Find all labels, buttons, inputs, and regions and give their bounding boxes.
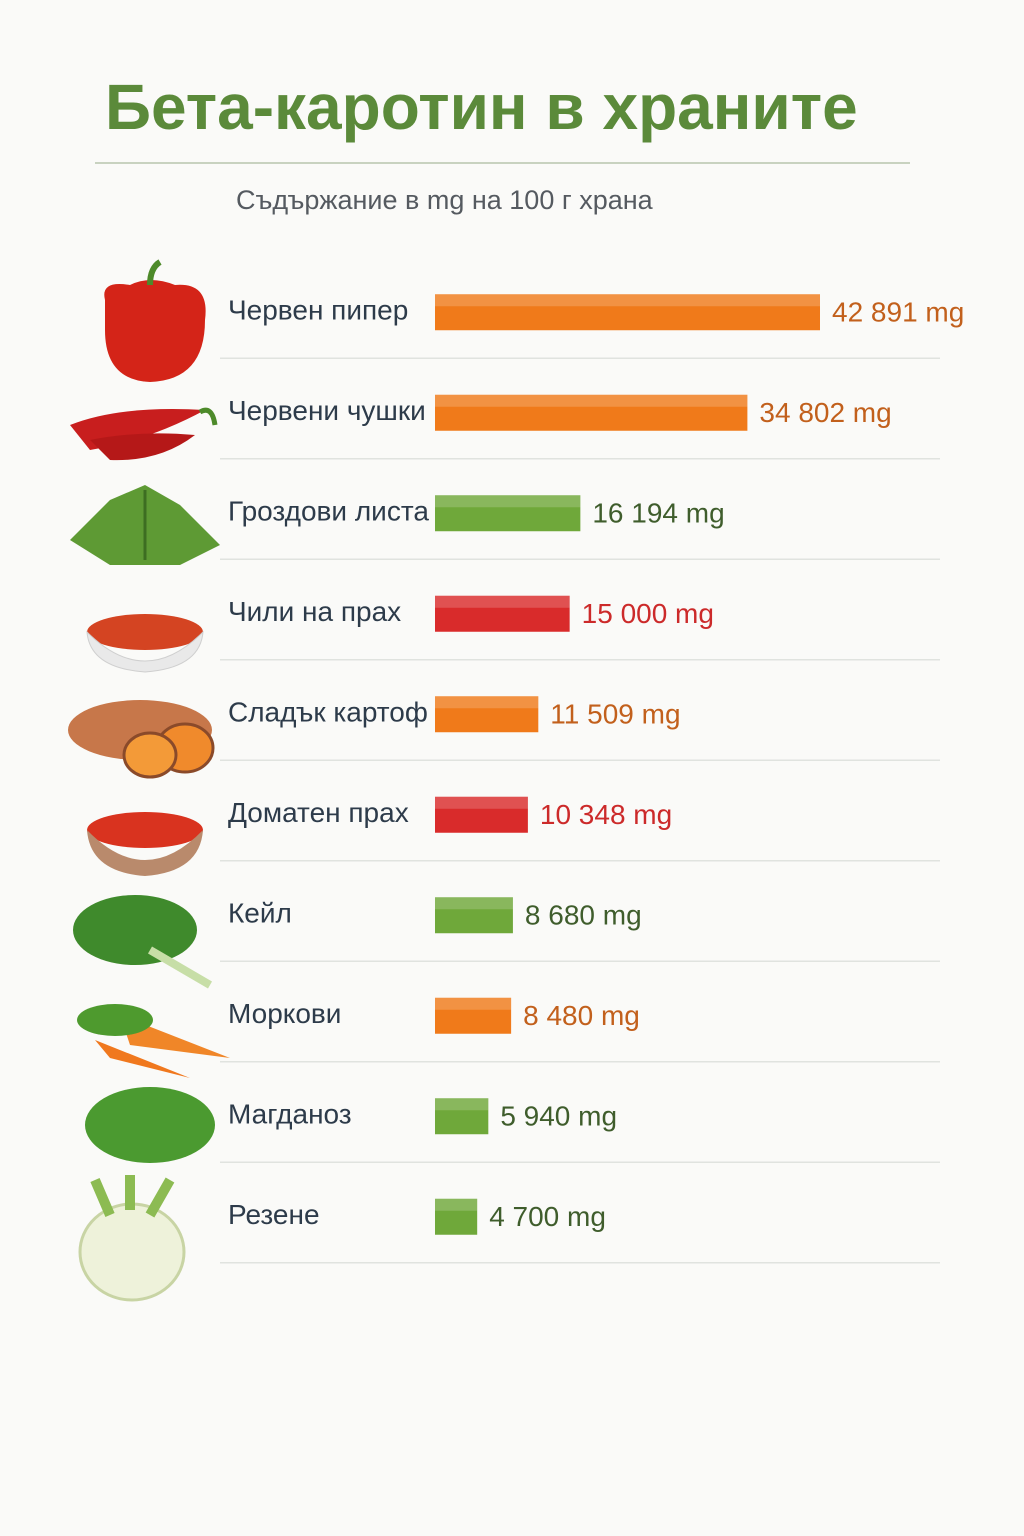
chart-title: Бета-каротин в храните [105,71,858,143]
bar-shine [435,997,512,1010]
carrots-icon [77,1004,230,1078]
bar [435,1098,489,1135]
chili-powder-icon [86,614,204,673]
tomato-powder-icon [87,812,203,876]
bar [435,294,820,331]
category-label: Доматен прах [228,797,409,828]
fennel-icon [78,1175,186,1302]
category-label: Чили на прах [228,596,401,627]
category-label: Магданоз [228,1099,352,1130]
kale-icon [73,895,213,989]
bar-shine [435,897,513,910]
chili-icon [70,407,218,461]
bar-shine [435,394,748,407]
value-label: 4 700 mg [489,1201,606,1232]
category-label: Червени чушки [228,395,426,426]
category-label: Резене [228,1199,320,1230]
value-label: 34 802 mg [759,397,891,428]
value-label: 10 348 mg [540,799,672,830]
icons [68,259,230,1302]
leaves-icon [70,485,220,565]
value-label: 42 891 mg [832,297,964,328]
bar-shine [435,796,528,809]
pepper-icon [104,259,206,382]
bar [435,394,748,431]
bar-shine [435,1198,478,1211]
sweet-potato-icon [68,700,215,779]
bar-shine [435,595,570,608]
bar-shine [435,696,539,709]
parsley-icon [85,1087,215,1163]
value-label: 16 194 mg [592,498,724,529]
value-label: 15 000 mg [582,598,714,629]
category-label: Гроздови листа [228,496,429,527]
bar [435,595,570,632]
category-label: Моркови [228,998,341,1029]
bar [435,997,512,1034]
bar-shine [435,294,820,307]
category-label: Сладък картоф [228,697,428,728]
value-label: 5 940 mg [500,1101,617,1132]
category-label: Кейл [228,898,292,929]
bar [435,495,581,532]
bar-shine [435,495,581,508]
category-label: Червен пипер [228,295,408,326]
bar [435,897,513,934]
value-label: 8 480 mg [523,1000,640,1031]
value-label: 8 680 mg [525,900,642,931]
chart-subtitle: Съдържание в mg на 100 г храна [236,185,654,215]
bar [435,1198,478,1235]
bar [435,796,528,833]
bar-shine [435,1098,489,1111]
value-label: 11 509 mg [550,699,680,730]
bars: Червен пипер 42 891 mg Червени чушки 34 802… [220,294,964,1264]
bar [435,696,539,733]
